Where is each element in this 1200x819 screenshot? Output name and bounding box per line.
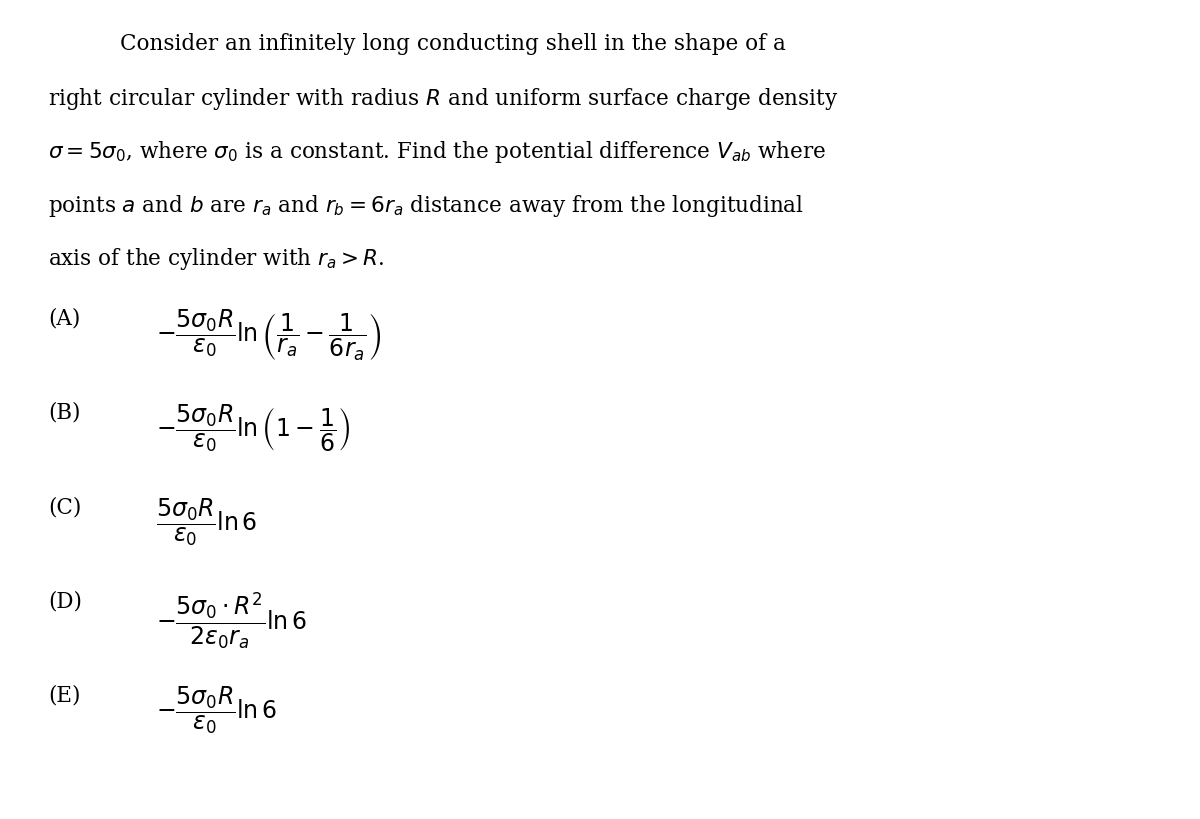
Text: (B): (B)	[48, 401, 80, 423]
Text: $-\dfrac{5\sigma_0 \cdot R^2}{2\epsilon_0 r_a} \ln 6$: $-\dfrac{5\sigma_0 \cdot R^2}{2\epsilon_…	[156, 590, 307, 650]
Text: points $a$ and $b$ are $r_a$ and $r_b = 6r_a$ distance away from the longitudina: points $a$ and $b$ are $r_a$ and $r_b = …	[48, 192, 804, 219]
Text: (A): (A)	[48, 307, 80, 329]
Text: $-\dfrac{5\sigma_0 R}{\epsilon_0} \ln \left( \dfrac{1}{r_a} - \dfrac{1}{6r_a} \r: $-\dfrac{5\sigma_0 R}{\epsilon_0} \ln \l…	[156, 307, 382, 363]
Text: (C): (C)	[48, 495, 82, 518]
Text: (D): (D)	[48, 590, 82, 612]
Text: Consider an infinitely long conducting shell in the shape of a: Consider an infinitely long conducting s…	[120, 33, 786, 55]
Text: right circular cylinder with radius $R$ and uniform surface charge density: right circular cylinder with radius $R$ …	[48, 86, 839, 112]
Text: (E): (E)	[48, 684, 80, 706]
Text: $\dfrac{5\sigma_0 R}{\epsilon_0} \ln 6$: $\dfrac{5\sigma_0 R}{\epsilon_0} \ln 6$	[156, 495, 258, 547]
Text: $-\dfrac{5\sigma_0 R}{\epsilon_0} \ln \left( 1 - \dfrac{1}{6} \right)$: $-\dfrac{5\sigma_0 R}{\epsilon_0} \ln \l…	[156, 401, 350, 453]
Text: $-\dfrac{5\sigma_0 R}{\epsilon_0} \ln 6$: $-\dfrac{5\sigma_0 R}{\epsilon_0} \ln 6$	[156, 684, 277, 735]
Text: axis of the cylinder with $r_a > R$.: axis of the cylinder with $r_a > R$.	[48, 246, 384, 272]
Text: $\sigma = 5\sigma_0$, where $\sigma_0$ is a constant. Find the potential differe: $\sigma = 5\sigma_0$, where $\sigma_0$ i…	[48, 139, 827, 165]
